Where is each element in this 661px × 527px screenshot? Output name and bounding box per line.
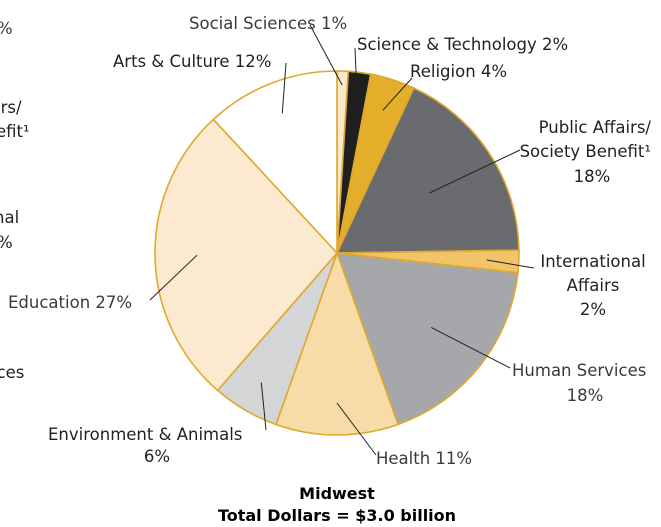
pie-slice-public-affairs-society-benefit	[336, 87, 520, 254]
leader-line-environment-animals	[260, 382, 267, 431]
leader-line-international-affairs	[486, 259, 535, 269]
leader-lines	[149, 24, 535, 456]
leader-line-arts-culture	[281, 62, 287, 114]
label-international-line2: Affairs	[567, 276, 620, 295]
leader-line-science-technology	[354, 47, 358, 95]
cropped-fragment-6: ices	[0, 363, 24, 382]
pie-slice-health	[275, 252, 399, 436]
label-human-services-value: 18%	[567, 386, 604, 405]
label-religion: Religion 4%	[410, 62, 507, 81]
label-arts-culture: Arts & Culture 12%	[113, 52, 271, 71]
pie-slice-arts-culture	[212, 70, 338, 254]
cropped-fragment-4: nal	[0, 208, 19, 227]
label-health: Health 11%	[376, 449, 472, 468]
cropped-fragment-5: %	[0, 233, 13, 252]
leader-line-education	[149, 254, 198, 301]
leader-line-public-affairs-society-benefit	[429, 149, 521, 194]
label-public-affairs-line1: Public Affairs/	[539, 118, 652, 137]
label-environment-value: 6%	[144, 447, 170, 466]
leader-line-health	[336, 402, 377, 456]
leader-line-human-services	[430, 326, 511, 369]
pie-slice-human-services	[336, 252, 519, 426]
cropped-fragment-2: irs/	[0, 98, 22, 117]
label-science-technology: Science & Technology 2%	[357, 35, 568, 54]
label-education: Education 27%	[8, 293, 132, 312]
label-international-value: 2%	[580, 300, 606, 319]
label-human-services: Human Services	[512, 361, 646, 380]
chart-subtitle: Total Dollars = $3.0 billion	[218, 506, 456, 525]
leader-line-social-sciences	[309, 24, 343, 86]
label-international-line1: International	[540, 252, 645, 271]
chart-title: Midwest	[299, 484, 375, 503]
leader-line-religion	[382, 77, 413, 111]
cropped-fragment-1: %	[0, 19, 13, 38]
pie-slices	[154, 70, 520, 436]
label-public-affairs-value: 18%	[574, 167, 611, 186]
cropped-fragment-3: efit¹	[0, 122, 30, 141]
label-public-affairs-line2: Society Benefit¹	[520, 142, 651, 161]
label-social-sciences: Social Sciences 1%	[189, 14, 347, 33]
label-environment-animals: Environment & Animals	[48, 425, 242, 444]
pie-slice-education	[154, 118, 338, 392]
